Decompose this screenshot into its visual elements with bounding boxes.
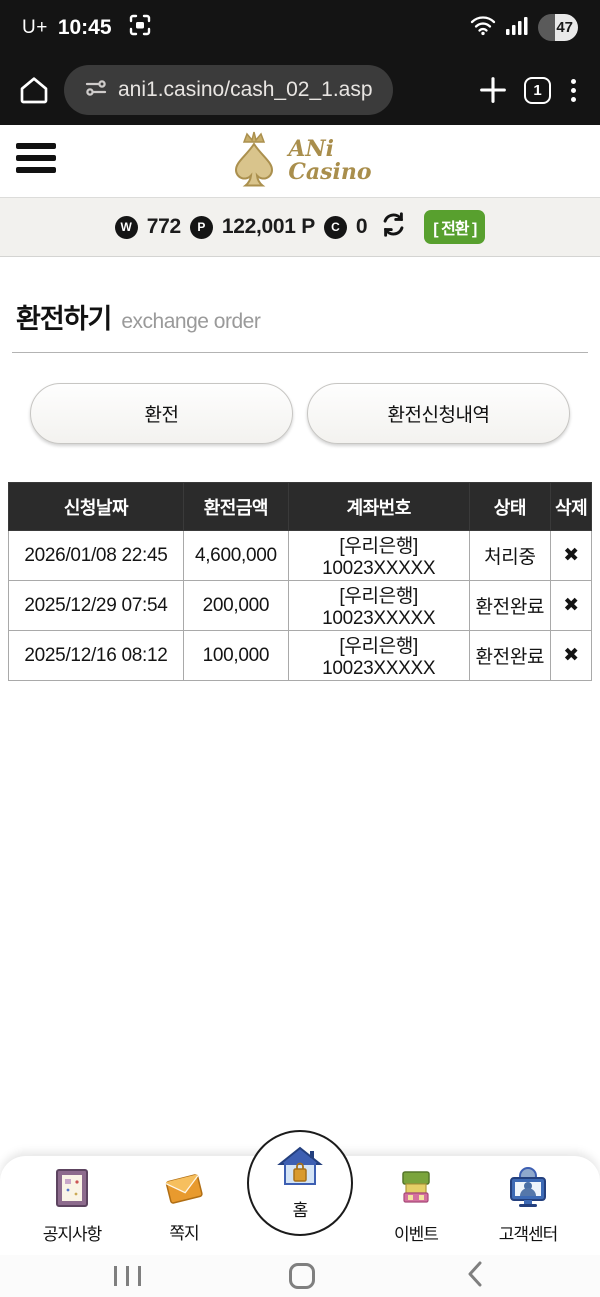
title-divider [12, 352, 588, 353]
site-settings-icon[interactable] [84, 76, 108, 105]
home-house-icon [276, 1145, 324, 1194]
site-logo[interactable]: ANi Casino [228, 130, 372, 193]
envelope-icon [161, 1167, 207, 1214]
point-coin-icon: P [189, 215, 213, 239]
convert-button[interactable]: [ 전환 ] [424, 210, 486, 244]
cell-status: 처리중 [468, 530, 552, 581]
col-header-date: 신청날짜 [8, 482, 184, 531]
table-row: 2026/01/08 22:45 4,600,000 [우리은행] 10023X… [8, 530, 592, 581]
point-value: 122,001 P [221, 215, 315, 238]
cell-status: 환전완료 [468, 580, 552, 631]
exchange-history-button[interactable]: 환전신청내역 [307, 383, 570, 444]
cell-amount: 100,000 [182, 630, 289, 681]
page-title-ko: 환전하기 [16, 304, 112, 334]
cell-account: [우리은행] 10023XXXXX [287, 580, 470, 631]
comp-value: 0 [355, 215, 368, 238]
url-bar[interactable]: ani1.casino/cash_02_1.asp [64, 65, 393, 115]
cell-status: 환전완료 [468, 630, 552, 681]
table-row: 2025/12/29 07:54 200,000 [우리은행] 10023XXX… [8, 580, 592, 631]
browser-menu-icon[interactable] [565, 75, 582, 106]
nav-message[interactable]: 쪽지 [130, 1167, 238, 1244]
nav-home-wrap: 홈 [242, 1129, 358, 1256]
cell-account: [우리은행] 10023XXXXX [287, 530, 470, 581]
page-title: 환전하기 exchange order [0, 257, 600, 336]
back-icon[interactable] [463, 1260, 487, 1293]
browser-home-icon[interactable] [18, 74, 50, 106]
android-navigation-bar [0, 1255, 600, 1297]
recents-icon[interactable] [113, 1266, 141, 1286]
nav-home-label: 홈 [292, 1200, 309, 1220]
android-home-icon[interactable] [288, 1263, 315, 1289]
nav-support-label: 고객센터 [498, 1225, 559, 1244]
exchange-button[interactable]: 환전 [30, 383, 293, 444]
col-header-status: 상태 [468, 482, 552, 531]
spade-crown-logo-icon [228, 130, 280, 193]
menu-hamburger-icon[interactable] [16, 143, 56, 179]
site-header: ANi Casino [0, 125, 600, 197]
refresh-icon[interactable] [380, 211, 407, 243]
table-row: 2025/12/16 08:12 100,000 [우리은행] 10023XXX… [8, 630, 592, 681]
table-header-row: 신청날짜 환전금액 계좌번호 상태 삭제 [8, 482, 592, 531]
nav-notice[interactable]: 공지사항 [18, 1166, 126, 1245]
notice-board-icon [50, 1166, 94, 1215]
gift-icon [394, 1166, 438, 1215]
wifi-icon [470, 14, 496, 41]
battery-indicator: 47 [538, 14, 578, 41]
nav-notice-label: 공지사항 [42, 1225, 103, 1244]
logo-text-line1: ANi [288, 135, 334, 162]
cell-amount: 200,000 [182, 580, 289, 631]
logo-text-line2: Casino [288, 159, 372, 185]
money-coin-icon: W [114, 215, 138, 239]
cell-account: [우리은행] 10023XXXXX [287, 630, 470, 681]
balance-bar: W 772 P 122,001 P C 0 [ 전환 ] [0, 197, 600, 257]
browser-toolbar: ani1.casino/cash_02_1.asp 1 [0, 55, 600, 125]
col-header-delete: 삭제 [550, 482, 592, 531]
col-header-amount: 환전금액 [182, 482, 289, 531]
clock: 10:45 [57, 15, 112, 39]
action-buttons: 환전 환전신청내역 [0, 353, 600, 444]
screenshot-icon [128, 13, 152, 42]
main-content: 환전하기 exchange order 환전 환전신청내역 신청날짜 환전금액 … [0, 257, 600, 1297]
cell-amount: 4,600,000 [182, 530, 289, 581]
col-header-account: 계좌번호 [287, 482, 470, 531]
customer-support-icon [505, 1166, 551, 1215]
delete-row-icon[interactable]: ✖ [550, 630, 592, 681]
cell-date: 2025/12/16 08:12 [8, 630, 184, 681]
url-text[interactable]: ani1.casino/cash_02_1.asp [118, 78, 373, 101]
carrier-label: U+ [22, 16, 48, 38]
cell-date: 2025/12/29 07:54 [8, 580, 184, 631]
comp-coin-icon: C [323, 215, 347, 239]
cell-date: 2026/01/08 22:45 [8, 530, 184, 581]
bottom-navigation: 공지사항 쪽지 [0, 1129, 600, 1256]
money-value: 772 [146, 215, 181, 238]
signal-icon [505, 14, 529, 41]
page-title-en: exchange order [121, 310, 261, 333]
delete-row-icon[interactable]: ✖ [550, 580, 592, 631]
nav-event-label: 이벤트 [394, 1225, 439, 1244]
status-bar: U+ 10:45 [0, 0, 600, 55]
exchange-history-table: 신청날짜 환전금액 계좌번호 상태 삭제 2026/01/08 22:45 4,… [8, 482, 592, 681]
nav-event[interactable]: 이벤트 [362, 1166, 470, 1245]
tab-switcher[interactable]: 1 [524, 76, 551, 104]
delete-row-icon[interactable]: ✖ [550, 530, 592, 581]
nav-message-label: 쪽지 [169, 1224, 199, 1243]
new-tab-icon[interactable] [476, 73, 510, 107]
nav-home[interactable]: 홈 [247, 1129, 353, 1236]
nav-support[interactable]: 고객센터 [474, 1166, 582, 1245]
